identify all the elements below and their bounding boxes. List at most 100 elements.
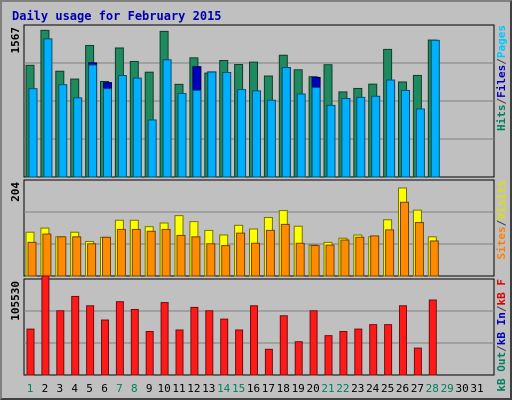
bar-kb-f <box>41 275 50 376</box>
bar-sites <box>191 236 201 277</box>
bar-sites <box>102 236 111 277</box>
bar-pages <box>43 38 53 178</box>
bar-sites <box>206 243 216 277</box>
x-tick-label: 4 <box>71 382 78 395</box>
x-tick-label: 28 <box>426 382 439 395</box>
bar-kb-f <box>413 347 422 376</box>
bar-pages <box>266 99 276 178</box>
bar-sites <box>116 228 126 277</box>
bar-pages <box>386 79 396 178</box>
bar-pages <box>28 88 38 178</box>
bar-sites <box>265 229 275 277</box>
bar-sites <box>414 222 424 277</box>
x-tick-label: 29 <box>441 382 454 395</box>
bar-sites <box>131 228 141 277</box>
bar-kb-f <box>279 315 288 376</box>
bar-sites <box>42 233 52 277</box>
x-tick-label: 13 <box>202 382 215 395</box>
bar-kb-f <box>369 324 378 376</box>
legend-entry: Files <box>495 65 508 98</box>
x-tick-label: 1 <box>27 382 34 395</box>
x-tick-label: 11 <box>172 382 185 395</box>
x-tick-label: 5 <box>86 382 93 395</box>
x-tick-label: 18 <box>277 382 290 395</box>
bar-kb-f <box>220 318 229 376</box>
bar-kb-f <box>130 308 139 376</box>
x-tick-label: 12 <box>187 382 200 395</box>
bar-kb-f <box>324 335 333 376</box>
bar-kb-f <box>250 305 258 376</box>
bar-pages <box>311 86 321 178</box>
bar-kb-f <box>71 295 80 376</box>
legend-entry: Sites <box>495 226 508 259</box>
bar-kb-f <box>160 302 169 376</box>
x-tick-label: 10 <box>157 382 170 395</box>
bar-kb-f <box>399 305 407 376</box>
bar-sites <box>355 236 365 277</box>
bar-sites <box>280 223 290 277</box>
legend-entry: Visits <box>495 180 508 220</box>
bar-kb-f <box>205 310 214 376</box>
x-tick-label: 27 <box>411 382 424 395</box>
bar-sites <box>161 228 171 277</box>
bar-sites <box>176 234 186 277</box>
bar-pages <box>341 98 351 178</box>
bar-pages <box>237 89 247 178</box>
bar-kb-f <box>235 329 244 376</box>
bar-kb-f <box>309 310 318 376</box>
x-tick-label: 14 <box>217 382 231 395</box>
bar-sites <box>340 239 350 277</box>
bar-kb-f <box>86 305 95 376</box>
legend-entry: kB F <box>495 279 508 306</box>
legend-entry: Pages <box>495 25 508 58</box>
bar-sites <box>385 229 395 277</box>
bar-pages <box>177 93 187 178</box>
bar-pages <box>147 119 157 178</box>
legend-entry: kB Out <box>495 352 508 392</box>
bar-pages <box>132 77 142 178</box>
x-tick-label: 19 <box>292 382 305 395</box>
bar-sites <box>325 244 335 277</box>
bar-kb-f <box>26 328 35 376</box>
legend-entry: / <box>495 345 508 352</box>
y-max-label: 204 <box>9 182 22 202</box>
y-max-label: 1567 <box>9 27 22 54</box>
panel-border <box>23 278 495 376</box>
x-tick-label: 8 <box>131 382 138 395</box>
bar-sites <box>57 236 67 277</box>
bar-pages <box>415 108 425 178</box>
bar-kb-f <box>264 348 273 376</box>
bar-pages <box>103 88 112 178</box>
bar-sites <box>221 245 231 277</box>
legend-entry: kB In <box>495 312 508 345</box>
x-tick-label: 3 <box>56 382 63 395</box>
bar-kb-f <box>294 341 303 376</box>
bar-kb-f <box>145 330 154 376</box>
bar-pages <box>117 75 127 178</box>
bar-kb-f <box>190 306 199 376</box>
legend-top: Hits/Files/Pages <box>495 25 508 131</box>
bar-sites <box>251 242 260 277</box>
bar-kb-f <box>339 330 348 376</box>
bar-kb-f <box>115 301 124 376</box>
x-tick-label: 7 <box>116 382 123 395</box>
bar-pages <box>371 95 381 178</box>
bar-pages <box>252 90 261 178</box>
x-tick-label: 21 <box>321 382 334 395</box>
x-tick-label: 24 <box>366 382 380 395</box>
bar-sites <box>400 201 409 277</box>
legend-entry: Hits <box>495 105 508 132</box>
bar-pages <box>192 89 202 178</box>
bar-sites <box>146 230 156 277</box>
bar-kb-f <box>384 324 393 376</box>
legend-bottom: kB Out/kB In/kB F <box>495 279 508 392</box>
x-tick-label: 31 <box>470 382 483 395</box>
bar-pages <box>356 96 366 178</box>
x-tick-label: 30 <box>455 382 468 395</box>
x-tick-label: 2 <box>42 382 49 395</box>
bar-pages <box>401 89 410 178</box>
legend-entry: / <box>495 98 508 105</box>
